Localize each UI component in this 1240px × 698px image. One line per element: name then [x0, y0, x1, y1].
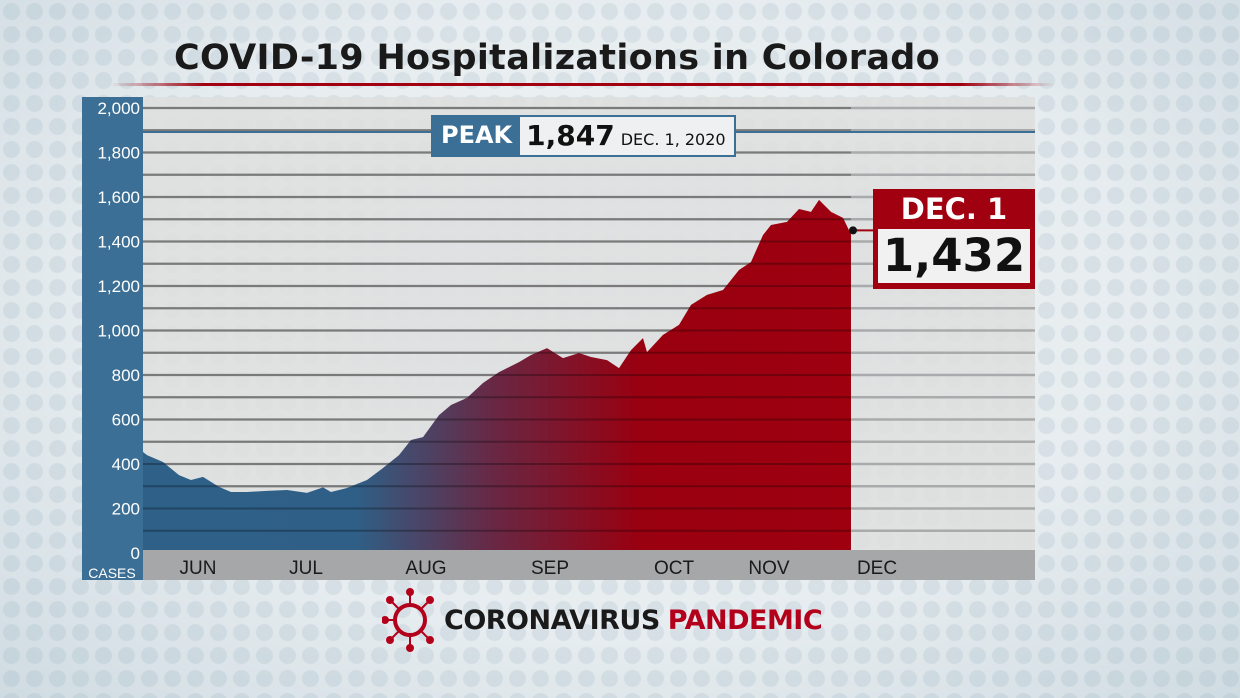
current-callout: DEC. 1 1,432 — [873, 189, 1035, 289]
y-tick-label: 800 — [112, 366, 140, 385]
y-axis-label: CASES — [88, 565, 135, 581]
peak-value: 1,847 — [526, 119, 615, 152]
current-point — [849, 226, 857, 235]
x-tick-label: SEP — [531, 558, 569, 579]
y-tick-label: 1,600 — [97, 188, 140, 207]
hospitalization-area — [143, 199, 851, 550]
virus-icon — [382, 588, 434, 652]
y-tick-label: 1,200 — [97, 277, 140, 296]
y-tick-label: 200 — [112, 500, 140, 519]
y-tick-label: 1,400 — [97, 233, 140, 252]
y-tick-label: 600 — [112, 411, 140, 430]
title-underline — [110, 83, 1055, 86]
current-value: 1,432 — [878, 229, 1030, 283]
chart-title: COVID-19 Hospitalizations in Colorado — [174, 38, 940, 78]
x-tick-label: NOV — [748, 558, 790, 579]
current-date: DEC. 1 — [900, 192, 1008, 226]
y-axis-bar — [82, 97, 143, 580]
x-tick-label: JUN — [180, 558, 217, 579]
peak-callout: PEAK 1,847 DEC. 1, 2020 — [431, 115, 736, 157]
x-tick-label: JUL — [289, 558, 323, 579]
coronavirus-pandemic-logo: CORONAVIRUS PANDEMIC — [382, 585, 823, 655]
y-tick-label: 0 — [131, 544, 140, 563]
peak-value-box: 1,847 DEC. 1, 2020 — [520, 117, 734, 155]
y-tick-label: 2,000 — [97, 99, 140, 118]
x-tick-label: DEC — [857, 558, 897, 579]
logo-word-pandemic: PANDEMIC — [667, 604, 823, 636]
x-axis-bar — [143, 550, 1035, 580]
peak-label: PEAK — [441, 121, 513, 149]
y-tick-label: 400 — [112, 455, 140, 474]
y-tick-label: 1,800 — [97, 144, 140, 163]
logo-word-coronavirus: CORONAVIRUS — [444, 604, 660, 636]
y-tick-label: 1,000 — [97, 322, 140, 341]
x-tick-label: AUG — [405, 558, 446, 579]
peak-date: DEC. 1, 2020 — [620, 130, 726, 149]
x-tick-label: OCT — [654, 558, 695, 579]
